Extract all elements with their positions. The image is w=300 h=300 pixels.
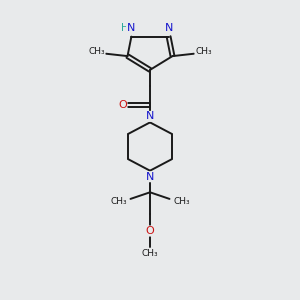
Text: CH₃: CH₃	[195, 47, 211, 56]
Text: N: N	[146, 111, 154, 122]
Text: CH₃: CH₃	[142, 249, 158, 258]
Text: N: N	[165, 23, 173, 33]
Text: N: N	[146, 172, 154, 182]
Text: O: O	[118, 100, 127, 110]
Text: CH₃: CH₃	[88, 47, 105, 56]
Text: CH₃: CH₃	[110, 197, 127, 206]
Text: N: N	[127, 23, 135, 33]
Text: H: H	[121, 22, 129, 33]
Text: O: O	[146, 226, 154, 236]
Text: CH₃: CH₃	[173, 197, 190, 206]
